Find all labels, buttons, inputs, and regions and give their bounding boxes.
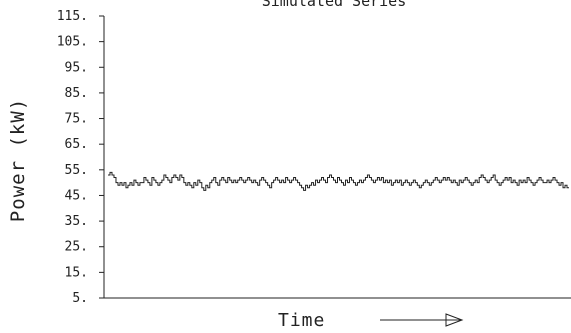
y-tick-label: 5. [72, 291, 88, 306]
y-tick-labels: 115. 105. 95. 85. 75. 65. 55. 45. 35. 25. 15. 5. [57, 9, 104, 306]
y-tick-label: 85. [65, 86, 88, 101]
y-axis: 115. 105. 95. 85. 75. 65. 55. 45. 35. 25. 15. 5. [57, 9, 105, 306]
x-axis-arrow-icon [380, 313, 464, 327]
y-axis-label: Power (kW) [7, 98, 29, 222]
y-tick-label: 55. [65, 163, 88, 178]
chart-title: Simulated Series [262, 0, 407, 10]
x-axis-label: Time [278, 310, 325, 331]
y-tick-label: 35. [65, 214, 88, 229]
y-tick-label: 25. [65, 240, 88, 255]
series-line [108, 171, 569, 191]
y-tick-label: 65. [65, 137, 88, 152]
y-tick-label: 75. [65, 112, 88, 127]
y-tick-label: 115. [57, 9, 88, 24]
y-tick-label: 95. [65, 60, 88, 75]
y-tick-label: 15. [65, 265, 88, 280]
y-tick-label: 45. [65, 188, 88, 203]
y-tick-label: 105. [57, 35, 88, 50]
